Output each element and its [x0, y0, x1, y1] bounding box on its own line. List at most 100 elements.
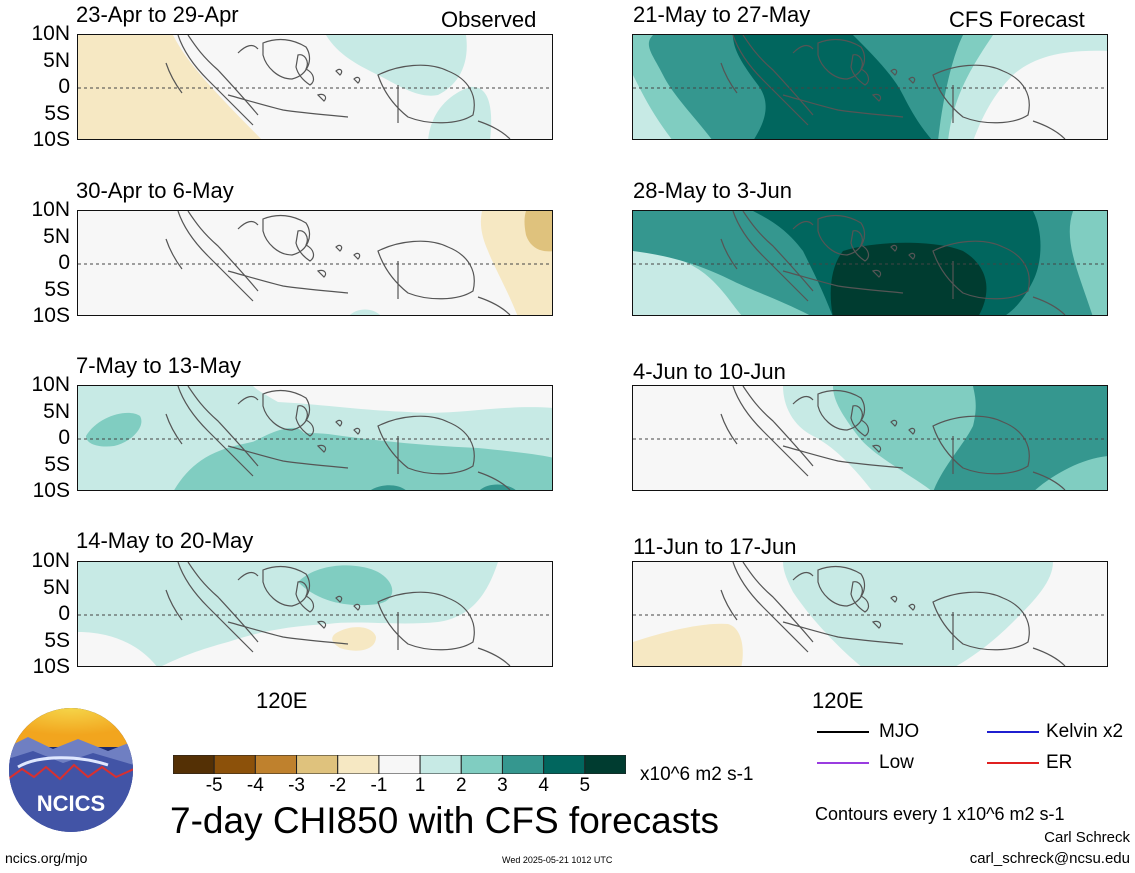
legend-label-low: Low [879, 752, 914, 773]
coastline [890, 244, 898, 252]
colorbar-label: -5 [205, 775, 223, 796]
colorbar [172, 754, 627, 775]
colorbar-swatch [378, 754, 421, 775]
panel-title: 4-Jun to 10-Jun [633, 359, 786, 384]
coastline [335, 419, 343, 427]
panel-title: 23-Apr to 29-Apr [76, 2, 239, 27]
coastline [295, 230, 315, 262]
y-tick-label: 10N [31, 373, 70, 396]
colorbar-label: 3 [497, 775, 508, 796]
y-tick-label: 5N [43, 48, 70, 72]
colorbar-label: -1 [370, 775, 388, 796]
coastline [720, 238, 738, 270]
colorbar-swatch [172, 754, 215, 775]
colorbar-swatch [543, 754, 586, 775]
y-tick-label: 10N [31, 198, 70, 221]
source-url: ncics.org/mjo [5, 850, 88, 866]
coastline [316, 269, 327, 278]
colorbar-swatch [460, 754, 503, 775]
y-tick-label: 10N [31, 549, 70, 572]
coastline [908, 252, 916, 260]
coastline [353, 76, 361, 84]
observed-label: Observed [441, 7, 537, 32]
coastline [782, 94, 904, 118]
coastline [165, 413, 183, 445]
colorbar-label: 2 [455, 775, 467, 796]
colorbar-label: 1 [414, 775, 426, 796]
coastline [316, 620, 327, 629]
author-name: Carl Schreck [1044, 829, 1130, 846]
map-panel-2 [77, 210, 553, 316]
coastline [908, 603, 916, 611]
coastline [477, 296, 511, 315]
legend-swatch-kelvin [987, 731, 1039, 733]
coastline [237, 220, 259, 230]
y-tick-label: 10S [32, 655, 70, 678]
map-panel-5 [632, 34, 1108, 140]
ncics-logo: NCICS [8, 707, 134, 833]
y-tick-label: 5S [44, 101, 70, 125]
coastline [871, 620, 882, 629]
coastline [1032, 471, 1066, 490]
colorbar-label: -3 [288, 775, 305, 796]
coastline [227, 445, 349, 469]
coastline [1032, 120, 1066, 139]
author-email: carl_schreck@ncsu.edu [969, 850, 1130, 867]
colorbar-label: -4 [246, 775, 264, 796]
coastline [732, 562, 809, 653]
y-tick-label: 0 [58, 251, 70, 274]
coastline [262, 214, 311, 256]
coastline [335, 68, 343, 76]
legend-swatch-low [817, 762, 869, 764]
coastline [262, 38, 311, 80]
legend-swatch-mjo [817, 731, 869, 733]
panel-title: 21-May to 27-May [633, 2, 811, 27]
coastline [782, 270, 904, 294]
colorbar-swatch [296, 754, 339, 775]
legend-swatch-er [987, 762, 1039, 764]
cfs-forecast-label: CFS Forecast [949, 7, 1085, 32]
coastline [720, 62, 738, 94]
map-panel-8 [632, 561, 1108, 667]
y-tick-label: 10S [32, 304, 70, 327]
y-tick-label: 5S [44, 628, 70, 652]
coastline [850, 54, 870, 86]
legend-label-er: ER [1046, 752, 1073, 773]
coastline [177, 562, 254, 653]
colorbar-label: 4 [538, 775, 549, 796]
colorbar-label: 5 [579, 775, 591, 796]
coastline [871, 269, 882, 278]
panel-title: 30-Apr to 6-May [76, 178, 234, 203]
y-tick-label: 0 [58, 75, 70, 98]
coastline [477, 647, 511, 666]
coastline [782, 445, 904, 469]
colorbar-swatch [501, 754, 545, 775]
coastline [720, 589, 738, 621]
y-tick-label: 5S [44, 452, 70, 476]
coastline [890, 419, 898, 427]
y-tick-label: 0 [58, 426, 70, 449]
y-tick-label: 5N [43, 224, 70, 248]
colorbar-units: x10^6 m2 s-1 [640, 764, 754, 785]
main-title: 7-day CHI850 with CFS forecasts [170, 800, 720, 841]
coastline [871, 93, 882, 102]
coastline [477, 471, 511, 490]
coastline [908, 76, 916, 84]
coastline [792, 571, 814, 581]
coastline [890, 68, 898, 76]
coastline [187, 211, 259, 292]
y-tick-label: 5N [43, 575, 70, 599]
coastline [335, 244, 343, 252]
map-panel-3 [77, 385, 553, 491]
coastline [177, 35, 254, 126]
coastline [732, 35, 809, 126]
coastline [165, 589, 183, 621]
coastline [732, 386, 809, 477]
map-panel-7 [632, 385, 1108, 491]
coastline [850, 581, 870, 613]
coastline [177, 386, 254, 477]
x-tick-label: 120E [812, 688, 864, 713]
legend-label-mjo: MJO [879, 721, 920, 742]
map-panel-4 [77, 561, 553, 667]
colorbar-label: -2 [329, 775, 347, 796]
